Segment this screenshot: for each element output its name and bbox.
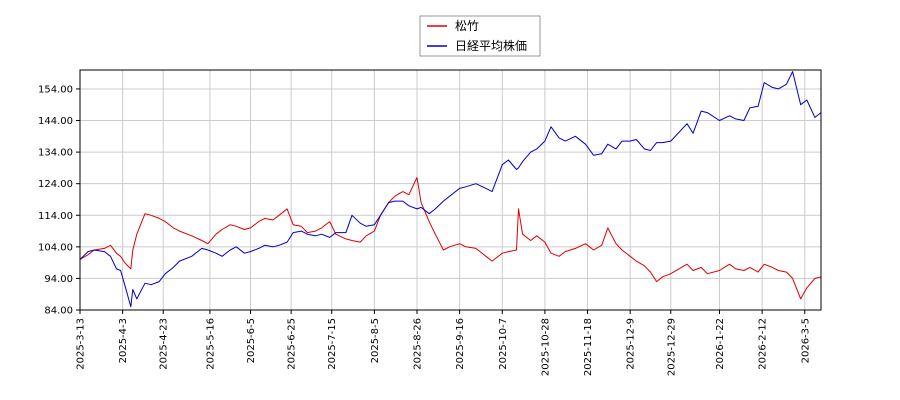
- y-tick-label: 154.00: [38, 84, 73, 95]
- x-tick-label: 2025-8-5: [370, 318, 381, 363]
- x-tick-label: 2025-5-16: [205, 318, 216, 370]
- y-tick-label: 134.00: [38, 148, 73, 159]
- plot-frame: [79, 69, 822, 311]
- x-tick-label: 2025-12-29: [666, 318, 677, 376]
- x-tick-label: 2026-2-12: [758, 318, 769, 370]
- legend-label-shochiku: 松竹: [455, 19, 479, 33]
- x-tick-label: 2025-6-25: [287, 318, 298, 370]
- x-tick-label: 2025-8-26: [413, 318, 424, 370]
- series-line-shochiku: [79, 176, 822, 300]
- legend-box: [419, 15, 541, 57]
- y-tick-label: 124.00: [38, 179, 73, 190]
- x-tick-label: 2025-3-13: [76, 318, 87, 370]
- x-tick-label: 2025-10-7: [498, 318, 509, 370]
- x-tick-label: 2025-12-9: [626, 318, 637, 370]
- x-tick-label: 2025-7-15: [327, 318, 338, 370]
- x-tick-label: 2025-4-3: [118, 318, 129, 363]
- x-tick-label: 2025-6-5: [246, 318, 257, 363]
- axis-labels: 154.00 144.00 134.00 124.00 114.00 104.00 94.0…: [38, 84, 811, 376]
- legend: 松竹 日経平均株価: [419, 15, 541, 57]
- y-tick-label: 84.00: [44, 306, 73, 317]
- legend-label-nikkei: 日経平均株価: [455, 38, 527, 53]
- x-tick-label: 2025-4-23: [159, 318, 170, 370]
- x-tick-label: 2025-10-28: [540, 318, 551, 376]
- y-tick-label: 114.00: [38, 211, 73, 222]
- series-layer: [79, 71, 822, 308]
- y-tick-label: 144.00: [38, 116, 73, 127]
- series-line-nikkei: [79, 71, 822, 308]
- x-tick-label: 2026-3-5: [800, 318, 811, 363]
- y-tick-label: 104.00: [38, 242, 73, 253]
- x-tick-label: 2025-9-16: [455, 318, 466, 370]
- y-tick-label: 94.00: [44, 274, 73, 285]
- x-tick-label: 2026-1-22: [715, 318, 726, 370]
- x-tick-label: 2025-11-18: [583, 318, 594, 376]
